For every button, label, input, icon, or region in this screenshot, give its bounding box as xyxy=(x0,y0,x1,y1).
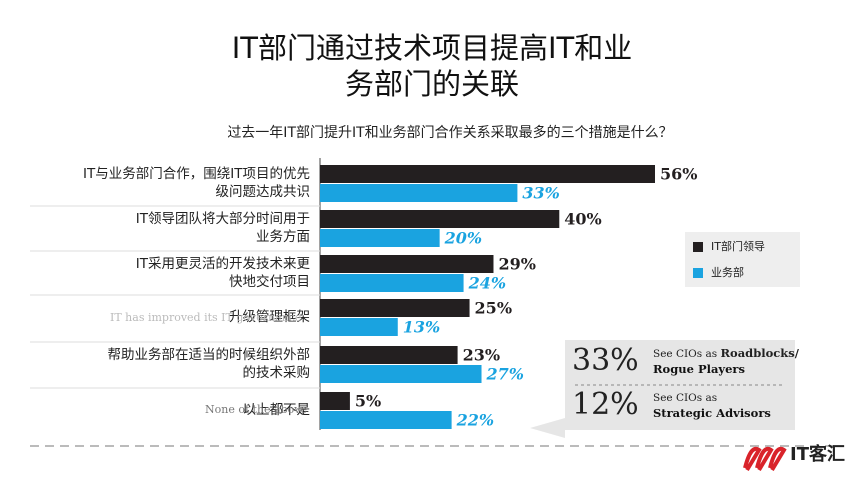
callout-text: Roadblocks/ xyxy=(720,346,799,360)
callout-text: See CIOs as xyxy=(653,392,717,404)
ghost-label: IT has improved its IT governance xyxy=(110,311,301,324)
legend-swatch xyxy=(693,268,703,278)
category-label: 帮助业务部在适当的时候组织外部 xyxy=(108,347,311,363)
category-label: 以上都不是 xyxy=(243,402,311,418)
callout-text: See CIOs as xyxy=(653,392,717,404)
category-label: 升级管理框架 xyxy=(229,309,310,325)
bar xyxy=(320,392,350,410)
callout-number: 33% xyxy=(572,343,639,378)
category-label: 业务方面 xyxy=(256,229,310,245)
value-label: 20% xyxy=(444,229,482,248)
value-label: 33% xyxy=(522,184,559,203)
callout-text: See CIOs as Roadblocks/ xyxy=(653,346,800,360)
bar xyxy=(320,318,398,336)
value-label: 40% xyxy=(564,210,601,229)
logo-text: IT客汇 xyxy=(790,443,845,465)
ghost-label: None of the above xyxy=(205,403,307,416)
category-label: IT领导团队将大部分时间用于 xyxy=(136,211,310,227)
bar xyxy=(320,346,458,364)
bar xyxy=(320,411,452,429)
value-label: 22% xyxy=(456,411,494,430)
legend-label: 业务部 xyxy=(711,265,744,279)
callout-text: See CIOs as xyxy=(653,348,720,360)
bar xyxy=(320,210,560,228)
callout-arrow xyxy=(530,418,565,438)
value-label: 27% xyxy=(486,365,524,384)
callout-text: Strategic Advisors xyxy=(653,406,771,420)
callout-number: 12% xyxy=(572,387,639,422)
bar xyxy=(320,255,494,273)
category-label: 级问题达成共识 xyxy=(216,184,311,200)
chart-title: IT部门通过技术项目提高IT和业 xyxy=(232,31,633,65)
chart-subtitle: 过去一年IT部门提升IT和业务部门合作关系采取最多的三个措施是什么？ xyxy=(227,124,672,141)
bar xyxy=(320,299,470,317)
legend-swatch xyxy=(693,242,703,252)
chart-title: 务部门的关联 xyxy=(345,67,519,101)
legend-box xyxy=(685,232,800,287)
bar xyxy=(320,274,464,292)
callout-text: Rogue Players xyxy=(653,362,745,376)
bar xyxy=(320,229,440,247)
category-label: IT与业务部门合作，围绕IT项目的优先 xyxy=(83,166,310,182)
legend-label: IT部门领导 xyxy=(711,239,765,253)
bar xyxy=(320,184,518,202)
value-label: 23% xyxy=(463,346,500,365)
value-label: 5% xyxy=(355,392,381,411)
category-label: IT采用更灵活的开发技术来更 xyxy=(136,256,311,272)
logo-mark xyxy=(743,446,787,472)
value-label: 25% xyxy=(475,299,512,318)
category-label: 快地交付项目 xyxy=(229,273,310,290)
value-label: 13% xyxy=(403,318,440,337)
bar xyxy=(320,165,655,183)
value-label: 56% xyxy=(660,165,697,184)
callout-text: Rogue Players xyxy=(653,362,745,376)
category-label: 的技术采购 xyxy=(243,365,311,381)
value-label: 29% xyxy=(498,255,535,274)
value-label: 24% xyxy=(468,274,506,293)
callout-text: Strategic Advisors xyxy=(653,406,771,420)
bar xyxy=(320,365,482,383)
